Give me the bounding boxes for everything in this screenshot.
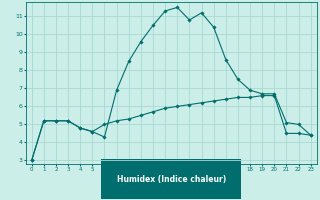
- X-axis label: Humidex (Indice chaleur): Humidex (Indice chaleur): [116, 175, 226, 184]
